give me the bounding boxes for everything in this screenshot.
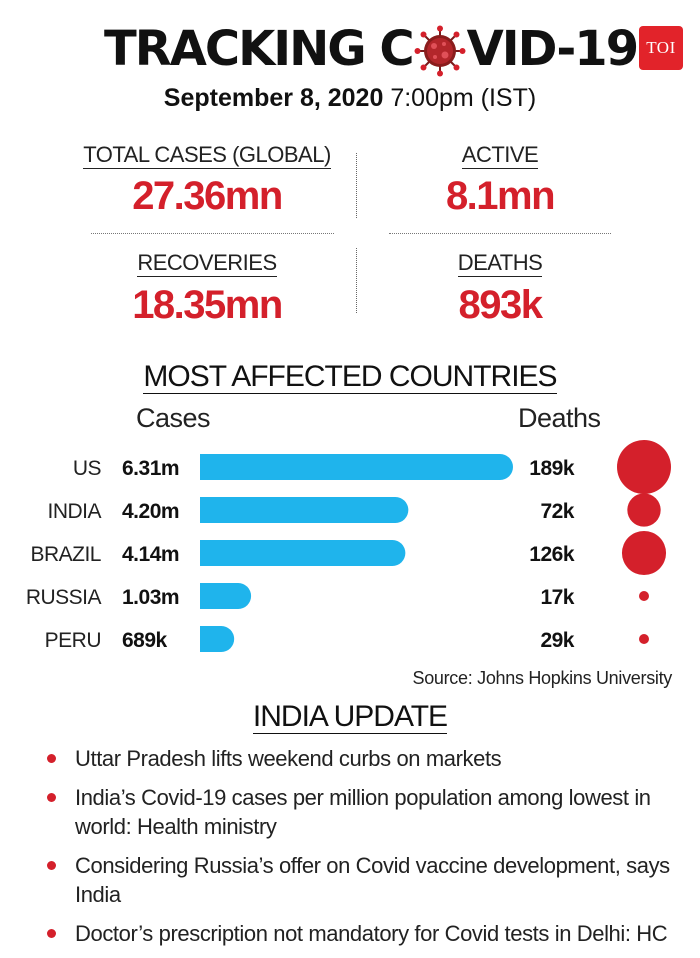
- recoveries-value: 18.35mn: [132, 283, 283, 327]
- cases-bar-edge-brazil: [200, 540, 213, 566]
- cases-value-india: 4.20m: [122, 500, 179, 523]
- india-update-list: Uttar Pradesh lifts weekend curbs on mar…: [44, 744, 684, 958]
- source-note: Source: Johns Hopkins University: [412, 668, 672, 688]
- deaths-bubble-brazil: [621, 530, 667, 576]
- date-time: 7:00pm (IST): [383, 84, 537, 112]
- bullet-icon: [47, 929, 56, 938]
- page-title: TRACKING C VID-19: [104, 18, 639, 80]
- title-part-1: TRACKING C: [104, 21, 415, 77]
- stats-divider-left: [91, 233, 334, 234]
- active-label: ACTIVE: [461, 142, 539, 169]
- deaths-value-us: 189k: [529, 457, 575, 480]
- country-label-india: INDIA: [47, 500, 101, 523]
- cases-bar-edge-us: [200, 454, 213, 480]
- bullet-icon: [47, 754, 56, 763]
- toi-logo: TOI: [639, 26, 683, 70]
- list-item: India’s Covid-19 cases per million popul…: [44, 783, 684, 841]
- cases-value-brazil: 4.14m: [122, 543, 179, 566]
- cases-header: Cases: [136, 403, 211, 433]
- cases-bar-edge-india: [200, 497, 213, 523]
- date-bold: September 8, 2020: [163, 84, 384, 112]
- india-update-title: INDIA UPDATE: [252, 700, 448, 734]
- cases-bar-edge-russia: [200, 583, 213, 609]
- cases-bar-brazil: [200, 540, 406, 566]
- cases-bar-us: [200, 454, 513, 480]
- recoveries-label: RECOVERIES: [137, 250, 277, 277]
- cases-value-russia: 1.03m: [122, 586, 179, 609]
- bullet-icon: [47, 861, 56, 870]
- deaths-bubble-russia: [639, 591, 649, 601]
- stats-divider-vertical-top: [356, 153, 357, 218]
- stats-divider-right: [389, 233, 611, 234]
- cases-bar-india: [200, 497, 409, 523]
- total-cases-value: 27.36mn: [132, 174, 283, 218]
- country-label-brazil: BRAZIL: [30, 543, 101, 566]
- deaths-value: 893k: [458, 283, 543, 327]
- deaths-value-russia: 17k: [540, 586, 574, 609]
- countries-chart: US 6.31m 189k INDIA 4.20m 72k BRAZIL 4.14m 126k R…: [26, 440, 671, 652]
- deaths-value-india: 72k: [540, 500, 574, 523]
- countries-section-title: MOST AFFECTED COUNTRIES: [143, 360, 558, 394]
- country-label-us: US: [73, 457, 102, 480]
- active-value: 8.1mn: [445, 174, 556, 218]
- deaths-value-peru: 29k: [540, 629, 574, 652]
- list-item: Considering Russia’s offer on Covid vacc…: [44, 851, 684, 909]
- virus-icon: [414, 25, 466, 77]
- cases-bar-edge-peru: [200, 626, 213, 652]
- deaths-value-brazil: 126k: [529, 543, 575, 566]
- date-line: September 8, 2020 7:00pm (IST): [0, 84, 700, 113]
- total-cases-label: TOTAL CASES (GLOBAL): [83, 142, 331, 169]
- title-part-2: VID-19: [466, 21, 639, 77]
- country-label-russia: RUSSIA: [26, 586, 102, 609]
- list-item: Doctor’s prescription not mandatory for …: [44, 919, 684, 948]
- cases-value-peru: 689k: [122, 629, 168, 652]
- list-item: Uttar Pradesh lifts weekend curbs on mar…: [44, 744, 684, 773]
- deaths-bubble-peru: [639, 634, 649, 644]
- deaths-label: DEATHS: [457, 250, 543, 277]
- bullet-icon: [47, 793, 56, 802]
- country-label-peru: PERU: [45, 629, 101, 652]
- stats-divider-vertical-bottom: [356, 248, 357, 313]
- deaths-bubble-india: [627, 493, 661, 527]
- cases-value-us: 6.31m: [122, 457, 179, 480]
- deaths-header: Deaths: [518, 403, 601, 433]
- deaths-bubble-us: [617, 440, 671, 494]
